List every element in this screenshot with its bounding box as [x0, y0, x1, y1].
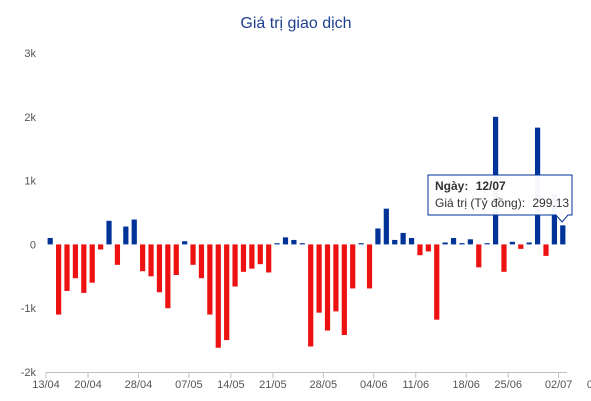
x-tick-label: 14/05	[217, 379, 245, 391]
bar[interactable]	[543, 244, 549, 256]
bar[interactable]	[316, 244, 322, 313]
tooltip-series-label: Giá trị (Tỷ đồng):	[435, 196, 525, 210]
bar[interactable]	[400, 232, 406, 245]
bar[interactable]	[47, 238, 53, 245]
y-tick-label: 1k	[24, 176, 36, 188]
bar[interactable]	[173, 244, 179, 276]
bar[interactable]	[308, 244, 314, 347]
bar[interactable]	[249, 244, 255, 269]
bar[interactable]	[333, 244, 339, 312]
bar[interactable]	[266, 244, 272, 273]
bar[interactable]	[375, 228, 381, 245]
bar[interactable]	[182, 241, 188, 245]
y-tick-label: 0	[30, 239, 36, 251]
bar[interactable]	[366, 244, 373, 289]
bar[interactable]	[350, 244, 356, 289]
tooltip: Ngày: 12/07 Giá trị (Tỷ đồng): 299.13	[427, 174, 573, 223]
x-tick-label: 04/06	[360, 379, 388, 391]
bar-series	[47, 116, 566, 348]
y-tick-label: 3k	[24, 48, 36, 60]
bar[interactable]	[467, 239, 473, 245]
x-tick-label: 09/07	[587, 379, 591, 391]
bar[interactable]	[299, 243, 305, 245]
x-tick-label: 18/06	[452, 379, 480, 391]
tooltip-box	[427, 174, 573, 223]
chart-title: Giá trị giao dịch	[240, 15, 351, 32]
bar[interactable]	[501, 244, 507, 272]
bar[interactable]	[282, 237, 289, 245]
x-tick-label: 25/06	[494, 379, 522, 391]
bar[interactable]	[518, 244, 524, 249]
y-tick-label: 2k	[24, 112, 36, 124]
bar[interactable]	[358, 243, 364, 245]
bar[interactable]	[526, 242, 532, 245]
bar[interactable]	[274, 243, 280, 245]
bar[interactable]	[114, 244, 121, 265]
x-tick-label: 28/04	[125, 379, 153, 391]
bar[interactable]	[240, 244, 247, 272]
bar[interactable]	[425, 244, 431, 252]
bar[interactable]	[291, 239, 297, 245]
bar[interactable]	[408, 238, 415, 245]
tooltip-date: Ngày: 12/07	[435, 179, 506, 193]
x-tick-label: 21/05	[259, 379, 287, 391]
bar[interactable]	[64, 244, 70, 291]
bar[interactable]	[484, 243, 490, 245]
bar[interactable]	[198, 244, 205, 279]
bar[interactable]	[417, 244, 423, 256]
bar[interactable]	[551, 194, 557, 245]
bar[interactable]	[72, 244, 79, 279]
bar[interactable]	[257, 244, 263, 265]
bar[interactable]	[207, 244, 213, 315]
x-tick-label: 28/05	[310, 379, 338, 391]
bar[interactable]	[442, 242, 448, 245]
tooltip-value: Giá trị (Tỷ đồng): 299.13	[435, 196, 569, 210]
bar[interactable]	[123, 226, 129, 245]
bar[interactable]	[106, 220, 112, 245]
y-tick-label: -2k	[21, 367, 37, 379]
bar[interactable]	[148, 244, 154, 277]
bar[interactable]	[459, 243, 465, 245]
x-tick-label: 13/04	[32, 379, 60, 391]
y-axis-labels: 3k 2k 1k 0 -1k -2k	[21, 48, 37, 379]
x-axis-ticks: 13/04 20/04 28/04 07/05 14/05 21/05 28/05 04/06…	[32, 372, 591, 391]
bar[interactable]	[140, 244, 146, 272]
bar[interactable]	[383, 208, 389, 245]
bar[interactable]	[509, 241, 515, 245]
bar[interactable]	[224, 244, 230, 341]
bar[interactable]	[56, 244, 62, 315]
bar[interactable]	[341, 244, 347, 335]
x-tick-label: 07/05	[175, 379, 203, 391]
bar[interactable]	[98, 244, 104, 250]
tooltip-date-label: Ngày:	[435, 179, 468, 193]
bar[interactable]	[81, 244, 87, 293]
bar[interactable]	[324, 244, 331, 331]
bar[interactable]	[434, 244, 440, 320]
bar[interactable]	[392, 239, 398, 245]
bar[interactable]	[165, 244, 171, 309]
bar[interactable]	[215, 244, 221, 348]
tooltip-date-value: 12/07	[476, 179, 506, 193]
bar[interactable]	[89, 244, 95, 283]
bar[interactable]	[450, 238, 457, 245]
bar[interactable]	[190, 244, 196, 265]
bar[interactable]	[476, 244, 482, 268]
bar[interactable]	[232, 244, 238, 287]
x-tick-label: 02/07	[545, 379, 573, 391]
y-tick-label: -1k	[21, 303, 37, 315]
bar[interactable]	[156, 244, 163, 293]
x-tick-label: 20/04	[74, 379, 102, 391]
bar[interactable]	[560, 225, 566, 245]
tooltip-series-value: 299.13	[532, 196, 569, 210]
bar[interactable]	[131, 219, 137, 245]
x-tick-label: 11/06	[402, 379, 429, 391]
